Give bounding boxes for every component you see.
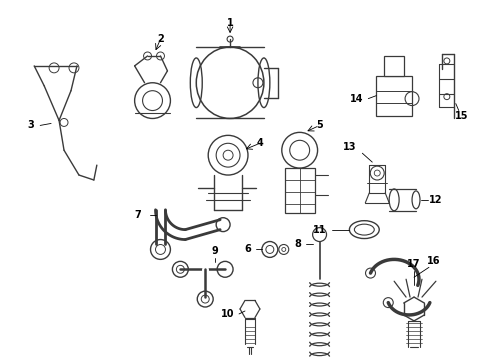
Text: 2: 2	[157, 34, 163, 44]
FancyBboxPatch shape	[384, 56, 403, 76]
Text: 7: 7	[134, 210, 141, 220]
Text: 3: 3	[28, 121, 35, 130]
Text: 15: 15	[454, 112, 468, 121]
Text: 10: 10	[221, 309, 234, 319]
Text: 13: 13	[342, 142, 355, 152]
Text: 1: 1	[226, 18, 233, 28]
Text: 5: 5	[316, 121, 322, 130]
FancyBboxPatch shape	[284, 168, 314, 213]
Text: 12: 12	[428, 195, 442, 205]
Text: 11: 11	[312, 225, 325, 235]
Text: 9: 9	[211, 247, 218, 256]
Text: 14: 14	[349, 94, 363, 104]
Text: 17: 17	[407, 259, 420, 269]
FancyBboxPatch shape	[375, 76, 411, 116]
Text: 8: 8	[294, 239, 301, 249]
Text: 4: 4	[256, 138, 263, 148]
Text: 16: 16	[427, 256, 440, 266]
Text: 6: 6	[244, 244, 251, 255]
